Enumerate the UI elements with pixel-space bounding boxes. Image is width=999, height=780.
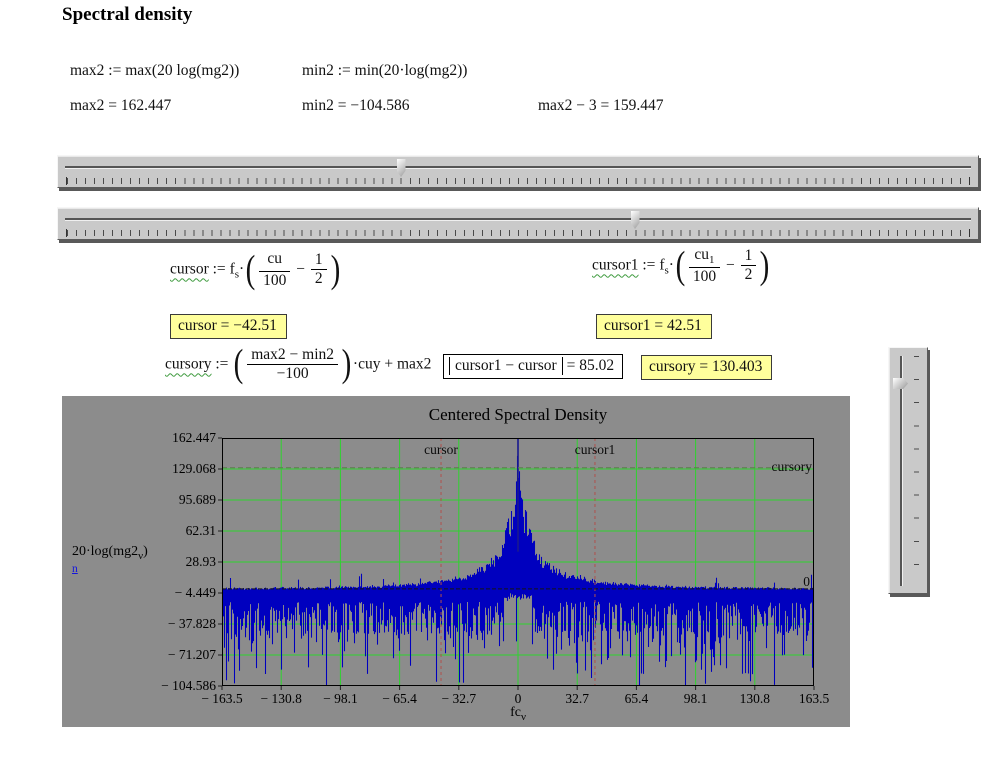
coef-f-sub: s [234, 268, 240, 281]
coef-f: f [229, 260, 235, 278]
coef-f-sub: s [664, 264, 669, 277]
slider-cu1-ticks [67, 230, 969, 236]
slider-cuy-thumb[interactable] [893, 377, 908, 389]
marker-label-cursor: cursor [424, 442, 458, 457]
marker-label-cursor1: cursor1 [574, 442, 616, 457]
slider-cu1-endtick-right [969, 229, 970, 237]
open-paren: ( [233, 342, 244, 386]
y-tick-label: − 71.207 [167, 647, 216, 662]
x-axis-label: fcν [510, 705, 526, 723]
y-tick-label: 162.447 [172, 430, 216, 445]
x-tick-label: − 65.4 [382, 691, 417, 706]
spectral-density-plot[interactable]: Centered Spectral Density 20·log(mg2ν) n… [62, 396, 850, 727]
open-paren: ( [675, 243, 686, 287]
fraction-cu1-100: cu1 100 [688, 246, 721, 286]
slider-cu1[interactable] [57, 207, 979, 240]
formula-max2-minus3-val[interactable]: max2 − 3 = 159.447 [538, 97, 664, 114]
slider-cu-endtick-right [969, 177, 970, 185]
fraction-cu-100: cu 100 [259, 250, 291, 290]
minus-op: − [725, 256, 735, 274]
slider-cuy-ticks [914, 356, 919, 587]
page-title: Spectral density [62, 4, 193, 25]
close-paren: ) [759, 243, 770, 287]
x-tick-label: − 130.8 [260, 691, 302, 706]
assign-op: := [642, 256, 656, 274]
y-axis-label: 20·log(mg2ν) [72, 544, 148, 562]
formula-max2-val[interactable]: max2 = 162.447 [70, 97, 172, 114]
slider-cu-thumb[interactable] [396, 159, 406, 177]
chart-title: Centered Spectral Density [428, 405, 608, 424]
coef-f: f [659, 256, 665, 274]
cursory-suffix: ·cuy + max2 [352, 355, 432, 373]
abs-diff-box[interactable]: cursor1 − cursor = 85.02 [443, 354, 624, 379]
cursory-result-box[interactable]: cursory = 130.403 [641, 355, 773, 380]
minus-op: − [296, 260, 305, 278]
x-tick-label: 65.4 [624, 691, 649, 706]
open-paren: ( [245, 247, 256, 291]
y-tick-label: − 104.586 [161, 678, 216, 693]
close-paren: ) [341, 342, 352, 386]
y-tick-label: 28.93 [185, 554, 216, 569]
close-paren: ) [330, 247, 340, 291]
marker-label-zero: 0 [803, 573, 810, 589]
result-abs-diff[interactable]: cursor1 − cursor = 85.02 [443, 354, 624, 379]
slider-cu1-channel[interactable] [65, 218, 971, 220]
x-tick-label: 0 [514, 691, 522, 706]
slider-cuy[interactable] [888, 347, 928, 594]
cdot: · [668, 256, 674, 274]
formula-cursor1-def[interactable]: cursor1 := fs·(cu1 100 − 1 2) [592, 246, 771, 286]
x-tick-label: − 98.1 [323, 691, 358, 706]
y-tick-label: 62.31 [185, 522, 216, 538]
slider-cu-channel[interactable] [65, 166, 971, 168]
x-tick-label: 163.5 [798, 691, 830, 706]
cursory-name: cursory [165, 355, 212, 373]
slider-cu-endtick-left [66, 177, 67, 185]
assign-op: := [212, 260, 226, 278]
fraction-max2min2: max2 − min2 −100 [247, 346, 339, 383]
y-tick-label: 95.689 [178, 491, 216, 507]
x-tick-label: 32.7 [565, 691, 589, 706]
result-cursory[interactable]: cursory = 130.403 [641, 355, 773, 380]
slider-cuy-channel[interactable] [900, 356, 902, 586]
cursor-name: cursor [170, 260, 209, 278]
cursor1-result-box[interactable]: cursor1 = 42.51 [596, 314, 712, 339]
x-tick-label: 130.8 [739, 691, 770, 706]
result-cursor[interactable]: cursor = −42.51 [170, 314, 287, 339]
y-tick-label: − 37.828 [167, 616, 216, 631]
formula-min2-def[interactable]: min2 := min(20·log(mg2)) [302, 62, 468, 79]
y-tick-label: 129.068 [172, 460, 216, 476]
slider-cu1-endtick-left [66, 229, 67, 237]
formula-cursory-def[interactable]: cursory := (max2 − min2 −100) ·cuy + max2 [165, 342, 432, 386]
abs-rhs: = 85.02 [566, 357, 615, 374]
result-cursor1[interactable]: cursor1 = 42.51 [596, 314, 712, 339]
x-tick-label: − 32.7 [441, 691, 477, 706]
x-tick-label: − 163.5 [201, 691, 243, 706]
cursor1-name: cursor1 [592, 256, 639, 274]
marker-label-cursory: cursory [771, 458, 813, 474]
slider-cu1-thumb[interactable] [630, 211, 640, 229]
assign-op: := [215, 355, 229, 373]
plot-frame [222, 438, 814, 686]
abs-inner: cursor1 − cursor [449, 357, 563, 375]
y-axis-runner-n: n [72, 563, 78, 575]
formula-cursor-def[interactable]: cursor := fs·(cu 100 − 1 2) [170, 250, 342, 290]
cdot: · [239, 260, 245, 278]
slider-cu[interactable] [57, 155, 979, 188]
plot-canvas[interactable] [218, 437, 815, 690]
formula-min2-val[interactable]: min2 = −104.586 [302, 97, 410, 114]
cursor-result-box[interactable]: cursor = −42.51 [170, 314, 287, 339]
formula-max2-def[interactable]: max2 := max(20 log(mg2)) [70, 62, 240, 79]
slider-cu-ticks [67, 178, 969, 184]
y-tick-label: − 4.449 [174, 585, 216, 600]
x-tick-label: 98.1 [683, 691, 708, 706]
